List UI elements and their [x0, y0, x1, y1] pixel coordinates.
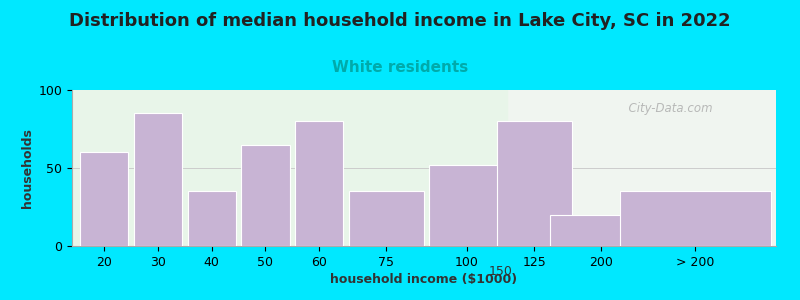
- Bar: [134, 113, 182, 246]
- Bar: [430, 165, 505, 246]
- Text: Distribution of median household income in Lake City, SC in 2022: Distribution of median household income …: [69, 12, 731, 30]
- Text: White residents: White residents: [332, 60, 468, 75]
- Bar: [620, 191, 770, 246]
- Bar: [349, 191, 424, 246]
- Bar: [78, 90, 507, 246]
- Bar: [80, 152, 129, 246]
- Bar: [550, 215, 652, 246]
- Text: 150: 150: [489, 265, 513, 278]
- Bar: [497, 121, 572, 246]
- Text: City-Data.com: City-Data.com: [621, 102, 713, 115]
- Y-axis label: households: households: [22, 128, 34, 208]
- X-axis label: household income ($1000): household income ($1000): [330, 273, 518, 286]
- Bar: [295, 121, 343, 246]
- Bar: [187, 191, 236, 246]
- Bar: [242, 145, 290, 246]
- Bar: [507, 90, 776, 246]
